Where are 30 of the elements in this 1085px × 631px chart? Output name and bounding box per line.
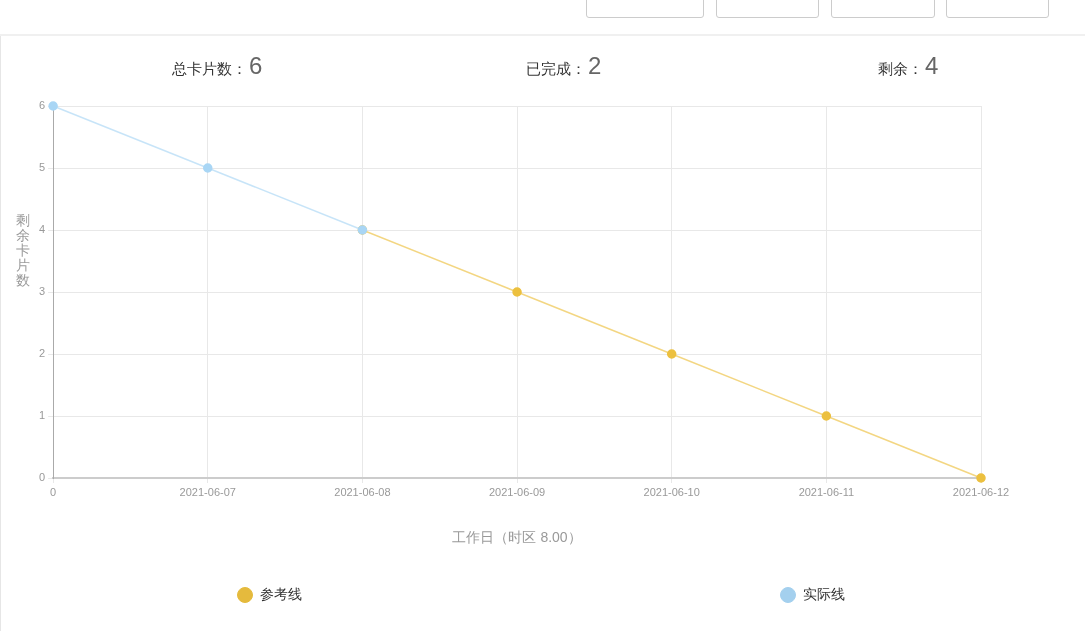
text: 6 xyxy=(249,52,263,79)
y-axis-title: 剩余卡片数 xyxy=(15,212,31,288)
point xyxy=(666,349,677,359)
x-axis-title: 工作日（时区 8.00） xyxy=(452,529,582,546)
y-tick-label: 3 xyxy=(38,285,46,298)
legend-label: 参考线 xyxy=(260,586,302,604)
x-tick-label: 2021-06-09 xyxy=(488,485,546,498)
text: 剩余： xyxy=(878,60,923,77)
legend-label: 实际线 xyxy=(803,586,845,604)
x-tick-label: 2021-06-07 xyxy=(179,485,236,498)
x-tick-label: 2021-06-10 xyxy=(643,485,700,498)
x-tick-label: 2021-06-08 xyxy=(334,485,391,498)
y-tick-label: 0 xyxy=(38,471,46,484)
text: 已完成： xyxy=(526,60,586,77)
x-tick-label: 2021-06-12 xyxy=(952,485,1010,498)
y-tick-label: 5 xyxy=(38,161,46,174)
x-tick-label: 0 xyxy=(50,485,57,498)
point xyxy=(976,473,986,483)
y-tick-label: 2 xyxy=(38,347,46,360)
y-tick-label: 1 xyxy=(38,409,46,422)
point xyxy=(821,411,832,421)
point xyxy=(512,287,522,297)
text: 4 xyxy=(925,52,939,79)
y-tick-label: 4 xyxy=(38,223,46,236)
y-tick-label: 6 xyxy=(38,99,46,112)
point xyxy=(203,163,213,173)
point xyxy=(48,101,58,111)
x-tick-label: 2021-06-11 xyxy=(798,485,855,498)
text: 总卡片数： xyxy=(172,60,247,77)
text: 2 xyxy=(588,52,602,79)
